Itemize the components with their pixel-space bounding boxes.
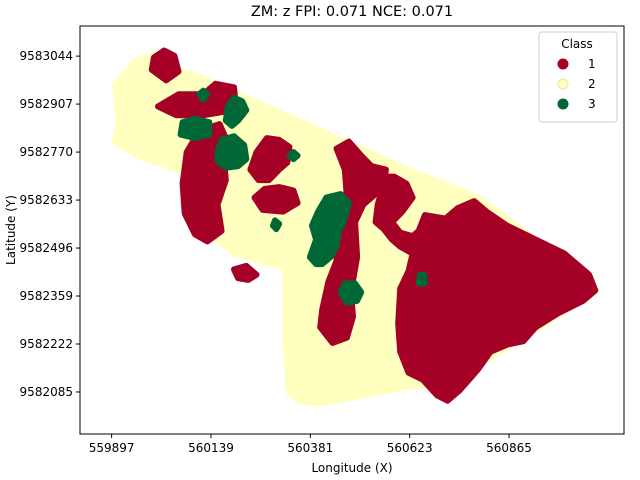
class-3-region <box>214 133 250 171</box>
class-3-region <box>306 191 352 268</box>
x-tick-label: 559897 <box>89 441 135 455</box>
x-axis: 559897 560139 560381 560623 560865 <box>89 434 532 455</box>
class-3-region <box>415 271 428 287</box>
legend-marker-class-2 <box>557 78 569 90</box>
x-tick-label: 560623 <box>387 441 433 455</box>
y-tick-label: 9582359 <box>20 289 73 303</box>
x-tick-label: 560865 <box>486 441 532 455</box>
class-3-region <box>270 217 283 233</box>
y-tick-label: 9582085 <box>20 385 73 399</box>
y-tick-label: 9582907 <box>20 97 73 111</box>
legend-title: Class <box>561 37 593 51</box>
class-3-region <box>196 87 211 103</box>
legend: Class 1 2 3 <box>538 31 618 123</box>
y-tick-label: 9583044 <box>20 49 73 63</box>
y-tick-label: 9582633 <box>20 193 73 207</box>
legend-label-class-1: 1 <box>588 57 596 71</box>
y-tick-label: 9582496 <box>20 241 73 255</box>
legend-label-class-2: 2 <box>588 77 596 91</box>
y-tick-label: 9582222 <box>20 337 73 351</box>
class-1-region <box>380 198 599 404</box>
y-axis-label: Latitude (Y) <box>4 195 18 265</box>
class-3-region <box>337 280 365 306</box>
x-axis-label: Longitude (X) <box>311 461 392 475</box>
legend-box <box>538 31 618 123</box>
plot-frame <box>79 25 625 435</box>
legend-marker-class-3 <box>557 98 569 110</box>
class-3-region <box>286 149 301 163</box>
class-1-region <box>231 262 260 283</box>
legend-label-class-3: 3 <box>588 97 596 111</box>
class-1-region <box>251 184 301 215</box>
y-axis: 9583044 9582907 9582770 9582633 9582496 95823… <box>20 49 80 399</box>
x-tick-label: 560139 <box>188 441 234 455</box>
class-3-region <box>222 94 250 129</box>
class-1-region <box>148 47 182 84</box>
class-3-region <box>177 115 213 142</box>
x-tick-label: 560381 <box>287 441 333 455</box>
class-regions <box>111 47 599 408</box>
y-tick-label: 9582770 <box>20 145 73 159</box>
chart-title: ZM: z FPI: 0.071 NCE: 0.071 <box>251 4 453 20</box>
legend-marker-class-1 <box>557 58 569 70</box>
